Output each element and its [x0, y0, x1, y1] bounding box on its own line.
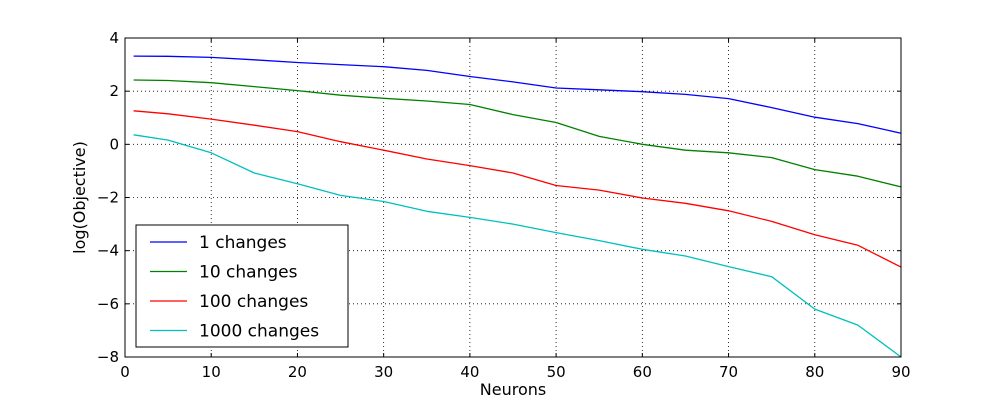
- legend-label: 100 changes: [199, 292, 308, 312]
- y-axis-label: log(Objective): [70, 141, 89, 254]
- legend: 1 changes 10 changes 100 changes 1000 chang…: [135, 224, 349, 348]
- legend-label: 1 changes: [199, 233, 287, 253]
- axis-ticks: 0 10 20 30 40 50 60 70 80 90 −8 −6 −4 −2 0 2 4: [97, 29, 911, 381]
- series-line: [133, 110, 902, 268]
- legend-label: 1000 changes: [199, 322, 319, 342]
- x-tick-label: 30: [374, 363, 393, 381]
- grid: [125, 38, 901, 357]
- x-tick-label: 0: [120, 363, 130, 381]
- x-tick-label: 80: [805, 363, 824, 381]
- series-line: [133, 55, 902, 134]
- y-tick-label: 2: [109, 82, 119, 100]
- x-tick-label: 70: [719, 363, 738, 381]
- x-tick-label: 40: [460, 363, 479, 381]
- y-tick-label: −6: [97, 295, 119, 313]
- series-line: [133, 134, 902, 358]
- x-tick-label: 50: [547, 363, 566, 381]
- y-tick-label: −4: [97, 242, 119, 260]
- x-axis-label: Neurons: [480, 380, 546, 399]
- legend-box: [135, 224, 349, 348]
- x-tick-label: 20: [288, 363, 307, 381]
- legend-label: 10 changes: [199, 263, 298, 283]
- series-line: [133, 79, 902, 188]
- x-tick-label: 90: [891, 363, 910, 381]
- y-tick-label: −8: [97, 348, 119, 366]
- y-tick-label: 4: [109, 29, 119, 47]
- y-tick-label: 0: [109, 135, 119, 153]
- x-tick-label: 10: [202, 363, 221, 381]
- x-tick-label: 60: [633, 363, 652, 381]
- y-tick-label: −2: [97, 189, 119, 207]
- plot-area: [133, 55, 902, 358]
